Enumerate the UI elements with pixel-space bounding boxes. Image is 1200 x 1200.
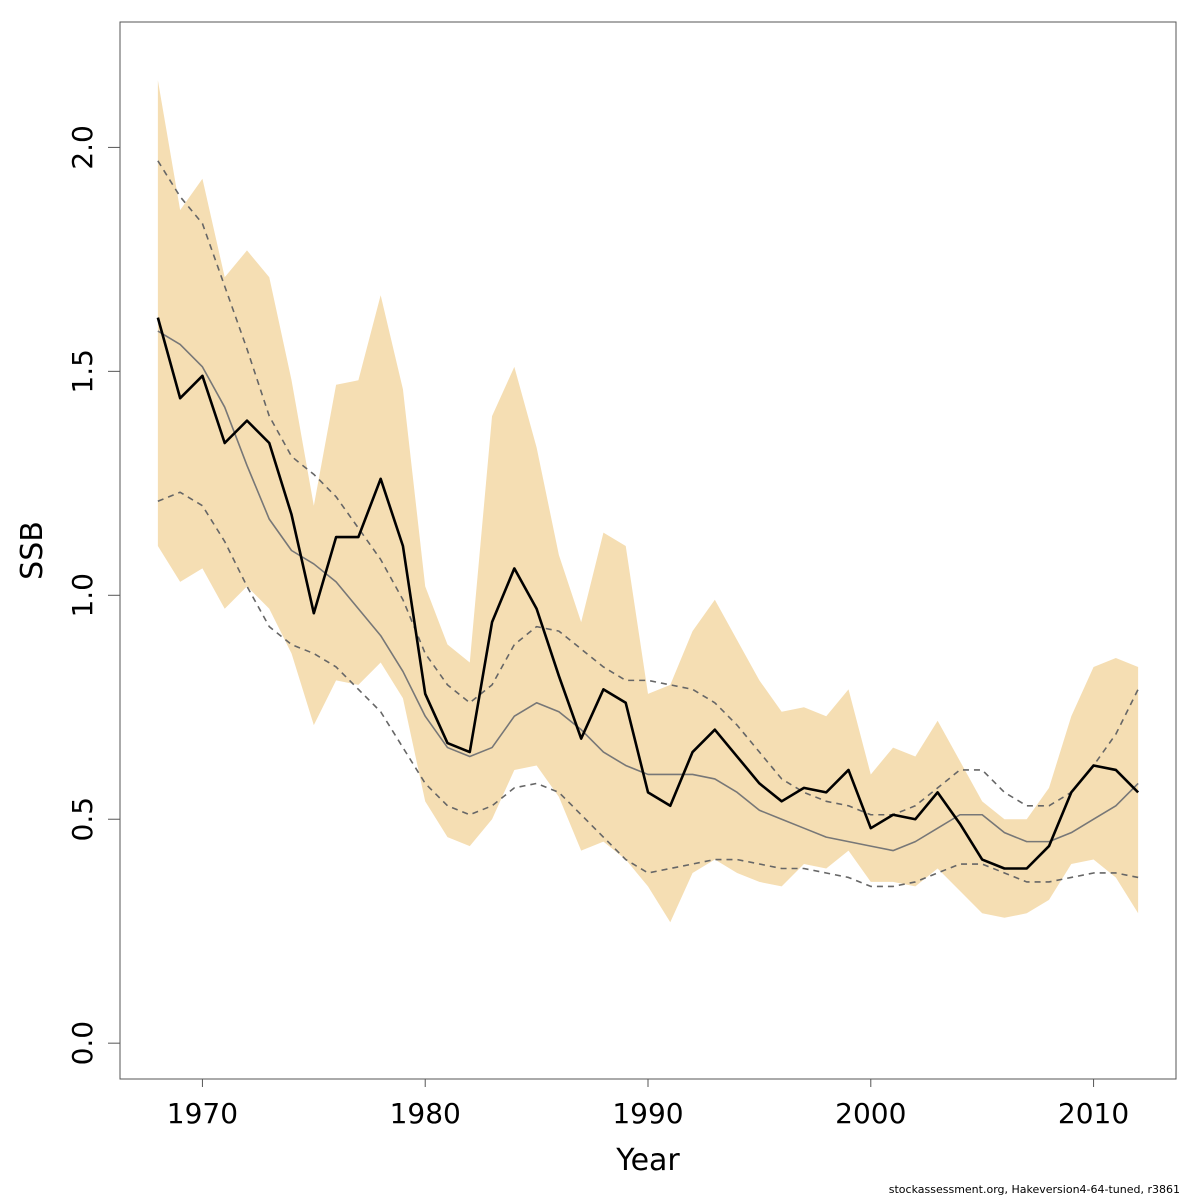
x-tick-label: 1980 [390, 1097, 461, 1130]
y-tick-label: 1.5 [66, 349, 99, 394]
x-tick-label: 2010 [1058, 1097, 1129, 1130]
series-lines-layer [156, 160, 1140, 888]
y-tick-label: 0.0 [66, 1021, 99, 1066]
footer-credit: stockassessment.org, Hakeversion4-64-tun… [888, 1183, 1180, 1196]
series-line-solid-black [156, 317, 1140, 870]
y-axis: 0.0 0.5 1.0 1.5 2.0 [66, 125, 120, 1065]
y-tick-label: 0.5 [66, 797, 99, 842]
x-tick-label: 2000 [835, 1097, 906, 1130]
series-line-dashed-upper [157, 160, 1139, 816]
y-axis-label: SSB [15, 521, 50, 580]
x-tick-label: 1970 [167, 1097, 238, 1130]
confidence-band [157, 80, 1139, 923]
y-tick-label: 2.0 [66, 125, 99, 170]
series-line-dashed-lower [157, 491, 1139, 888]
x-axis-label: Year [615, 1143, 680, 1178]
confidence-band-layer [157, 80, 1139, 923]
y-tick-label: 1.0 [66, 573, 99, 618]
x-axis: 1970 1980 1990 2000 2010 [167, 1079, 1129, 1130]
series-line-solid-gray [157, 330, 1139, 852]
x-tick-label: 1990 [612, 1097, 683, 1130]
